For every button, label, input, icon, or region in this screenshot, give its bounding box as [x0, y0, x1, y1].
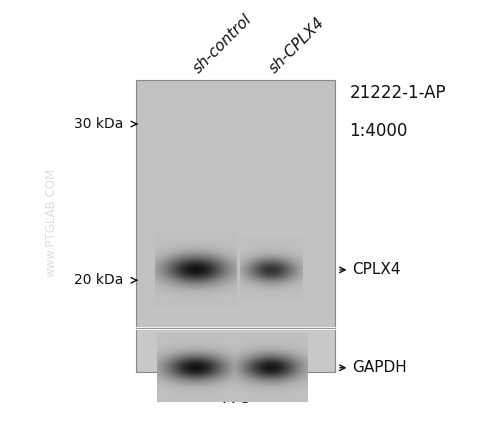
- Text: 20 kDa: 20 kDa: [74, 273, 123, 287]
- Text: 30 kDa: 30 kDa: [74, 117, 123, 131]
- Bar: [136, 80, 334, 328]
- Text: 1:4000: 1:4000: [350, 122, 408, 140]
- Text: sh-CPLX4: sh-CPLX4: [266, 15, 328, 76]
- Text: www.PTGLAB.COM: www.PTGLAB.COM: [44, 167, 58, 276]
- Text: sh-control: sh-control: [190, 11, 255, 76]
- Text: Y79: Y79: [218, 389, 252, 407]
- Text: 21222-1-AP: 21222-1-AP: [350, 84, 446, 103]
- Text: CPLX4: CPLX4: [352, 262, 401, 277]
- Bar: [136, 328, 334, 372]
- Text: GAPDH: GAPDH: [352, 360, 406, 375]
